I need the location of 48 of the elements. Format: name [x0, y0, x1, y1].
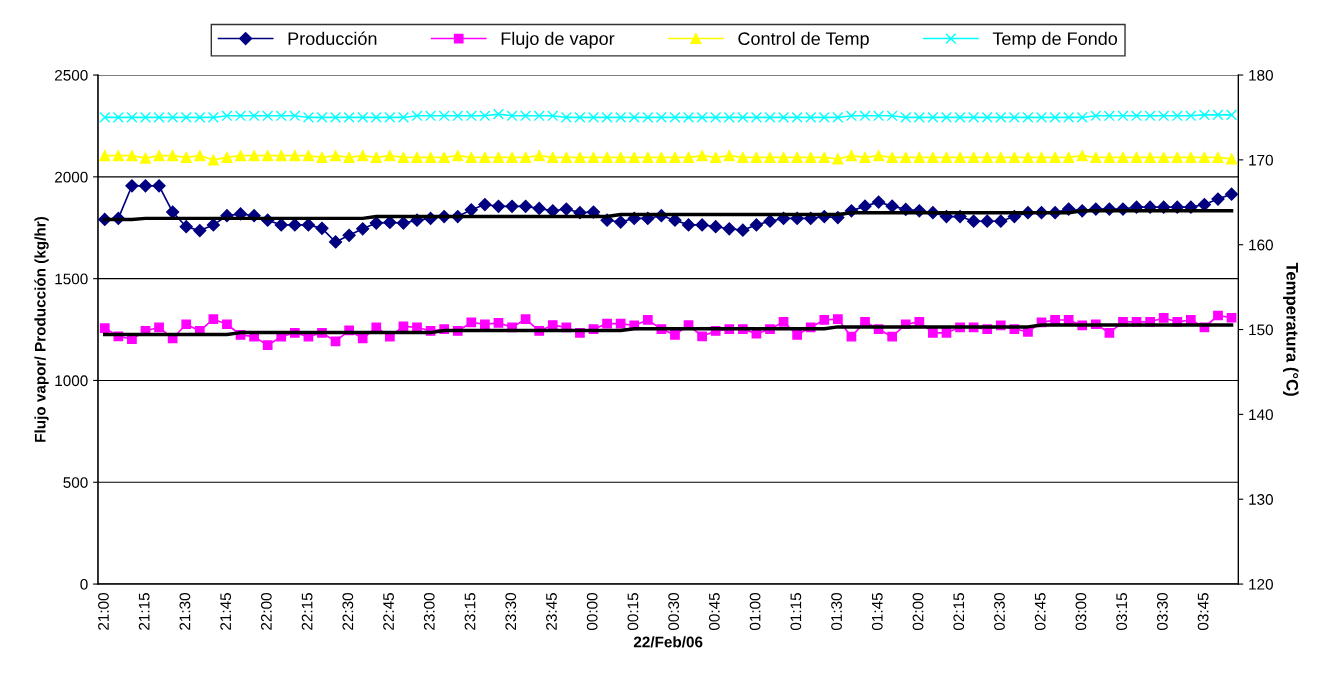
y2-tick-label: 170: [1249, 154, 1273, 166]
y2-tick-label: 120: [1249, 578, 1273, 590]
legend-label: Control de Temp: [738, 31, 869, 49]
x-tick-label: 23:45: [546, 593, 557, 630]
x-tick-label: 03:30: [1156, 592, 1168, 631]
y2-tick-label: 150: [1249, 324, 1273, 336]
x-tick-label: 21:00: [98, 592, 109, 630]
x-tick-label: 02:00: [912, 592, 924, 631]
x-tick-label: 03:45: [1197, 593, 1209, 631]
y-tick-label: 2500: [55, 69, 88, 81]
x-tick-label: 22:30: [342, 592, 354, 630]
x-axis-title: 22/Feb/06: [633, 636, 703, 648]
x-tick-label: 01:15: [790, 593, 802, 631]
x-tick-label: 21:30: [179, 592, 191, 630]
x-tick-label: 00:15: [627, 593, 639, 631]
x-tick-label: 00:30: [668, 592, 680, 631]
x-tick-label: 23:30: [505, 592, 517, 630]
y2-tick-label: 160: [1249, 239, 1273, 251]
x-tick-label: 03:15: [1116, 593, 1128, 631]
x-tick-label: 01:45: [871, 593, 883, 631]
y-tick-label: 1500: [55, 273, 88, 285]
x-tick-label: 22:15: [301, 593, 313, 630]
y-axis-title: Flujo vapor/ Producción (kg/hr): [34, 216, 49, 442]
x-tick-label: 02:45: [1034, 593, 1046, 631]
legend-label: Flujo de vapor: [501, 31, 615, 49]
x-tick-label: 00:45: [708, 593, 720, 631]
y2-tick-label: 140: [1249, 409, 1273, 421]
x-tick-label: 23:15: [464, 593, 476, 630]
legend-label: Temp de Fondo: [992, 31, 1118, 49]
x-tick-label: 01:00: [749, 592, 761, 631]
x-tick-label: 01:30: [831, 592, 842, 631]
x-tick-label: 21:15: [138, 593, 150, 630]
y-tick-label: 500: [63, 477, 88, 488]
y-tick-label: 2000: [55, 171, 88, 183]
x-tick-label: 21:45: [220, 593, 232, 630]
y2-tick-label: 180: [1249, 69, 1273, 81]
y-tick-label: 0: [80, 578, 88, 590]
x-tick-label: 02:15: [953, 593, 965, 631]
x-tick-label: 22:00: [260, 592, 272, 630]
x-tick-label: 02:30: [994, 592, 1005, 631]
x-tick-label: 00:00: [586, 592, 598, 631]
y-tick-label: 1000: [55, 375, 88, 387]
y2-tick-label: 130: [1249, 494, 1273, 505]
x-tick-label: 23:00: [423, 592, 435, 630]
legend-label: Producción: [288, 31, 377, 46]
x-tick-label: 03:00: [1075, 592, 1087, 631]
y2-axis-title: Temperatura (°C): [1283, 262, 1299, 396]
x-tick-label: 22:45: [383, 593, 394, 630]
